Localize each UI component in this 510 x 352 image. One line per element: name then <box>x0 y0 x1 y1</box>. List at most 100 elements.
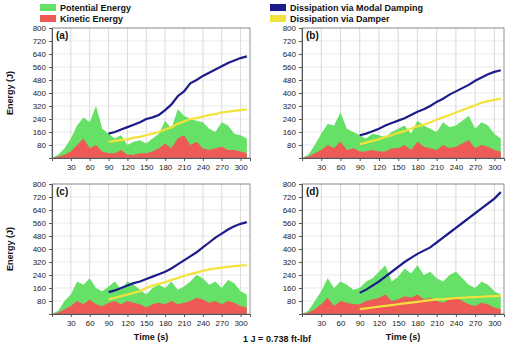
tick-mark <box>360 158 361 161</box>
line <box>109 222 247 292</box>
legend-label: Dissipation via Damper <box>290 14 390 24</box>
tick-mark <box>146 314 147 317</box>
tick-label: 240 <box>283 115 297 124</box>
legend-label: Dissipation via Modal Damping <box>290 3 423 13</box>
axis-line <box>53 315 251 318</box>
grid-line <box>52 275 250 276</box>
tick-mark <box>299 223 302 224</box>
grid-line <box>52 93 250 94</box>
tick-mark <box>184 314 185 317</box>
tick-label: 60 <box>337 163 346 172</box>
tick: 90 <box>105 314 114 328</box>
tick: 480 <box>283 232 302 241</box>
tick-label: 180 <box>159 319 173 328</box>
y-axis: 80160240320400480560640720800 <box>283 24 303 158</box>
tick: 240 <box>33 115 52 124</box>
x-axis-title: Time (s) <box>134 332 168 342</box>
tick-label: 560 <box>283 219 297 228</box>
tick: 120 <box>121 314 135 328</box>
grid-line <box>52 223 250 224</box>
axis-line <box>53 159 251 162</box>
tick-mark <box>49 132 52 133</box>
tick-label: 120 <box>373 163 387 172</box>
tick: 270 <box>469 314 483 328</box>
tick-label: 240 <box>450 319 464 328</box>
grid-line <box>302 41 504 42</box>
tick-mark <box>165 158 166 161</box>
tick: 300 <box>234 314 248 328</box>
tick: 60 <box>86 158 95 172</box>
axis-line <box>49 29 53 159</box>
tick-mark <box>49 288 52 289</box>
tick-label: 80 <box>287 297 296 306</box>
legend-swatch <box>40 4 56 11</box>
tick-label: 480 <box>283 76 297 85</box>
tick: 160 <box>33 284 52 293</box>
legend-item: Kinetic Energy <box>40 14 123 24</box>
tick-mark <box>475 314 476 317</box>
line <box>360 99 501 145</box>
tick-mark <box>494 158 495 161</box>
tick: 270 <box>469 158 483 172</box>
tick-mark <box>494 314 495 317</box>
tick-label: 800 <box>33 180 47 189</box>
tick-label: 160 <box>33 284 47 293</box>
tick: 400 <box>33 89 52 98</box>
tick: 60 <box>337 158 346 172</box>
tick-label: 320 <box>283 102 297 111</box>
tick-label: 640 <box>33 50 47 59</box>
tick-label: 400 <box>33 89 47 98</box>
panel: 3060901201501802102402703008016024032040… <box>283 24 505 172</box>
tick: 560 <box>33 219 52 228</box>
tick-label: 160 <box>33 128 47 137</box>
tick-label: 320 <box>33 102 47 111</box>
tick: 800 <box>33 180 52 189</box>
tick-label: 400 <box>283 89 297 98</box>
tick-mark <box>417 158 418 161</box>
tick-mark <box>299 262 302 263</box>
tick-label: 120 <box>373 319 387 328</box>
legend-item: Dissipation via Modal Damping <box>270 3 423 13</box>
panel-title: (b) <box>306 30 319 41</box>
tick-mark <box>90 314 91 317</box>
tick-label: 60 <box>337 319 346 328</box>
line <box>109 109 247 142</box>
tick-mark <box>417 314 418 317</box>
tick: 210 <box>430 158 444 172</box>
tick-label: 80 <box>37 141 46 150</box>
tick-label: 270 <box>469 319 483 328</box>
grid <box>302 28 504 158</box>
tick: 80 <box>37 141 52 150</box>
tick-mark <box>456 314 457 317</box>
tick-mark <box>321 314 322 317</box>
tick: 80 <box>287 141 302 150</box>
tick-mark <box>49 210 52 211</box>
tick-mark <box>49 119 52 120</box>
tick-mark <box>71 158 72 161</box>
x-axis: 306090120150180210240270300 <box>303 158 505 172</box>
tick-label: 240 <box>450 163 464 172</box>
tick-label: 480 <box>33 76 47 85</box>
tick-mark <box>299 93 302 94</box>
tick: 400 <box>283 89 302 98</box>
x-axis: 306090120150180210240270300 <box>53 158 251 172</box>
line <box>109 56 247 133</box>
tick: 720 <box>33 193 52 202</box>
area <box>52 106 247 158</box>
tick-label: 80 <box>287 141 296 150</box>
tick: 90 <box>105 158 114 172</box>
tick: 180 <box>159 158 173 172</box>
tick: 180 <box>159 314 173 328</box>
legend-item: Potential Energy <box>40 3 131 13</box>
tick: 240 <box>33 271 52 280</box>
tick-label: 270 <box>216 163 230 172</box>
plot-frame <box>302 28 504 158</box>
axis-line <box>299 29 303 159</box>
tick-label: 210 <box>178 319 192 328</box>
grid-line <box>302 54 504 55</box>
tick-mark <box>49 28 52 29</box>
tick-label: 150 <box>140 319 154 328</box>
tick-mark <box>127 314 128 317</box>
tick: 270 <box>216 314 230 328</box>
tick: 90 <box>356 314 365 328</box>
